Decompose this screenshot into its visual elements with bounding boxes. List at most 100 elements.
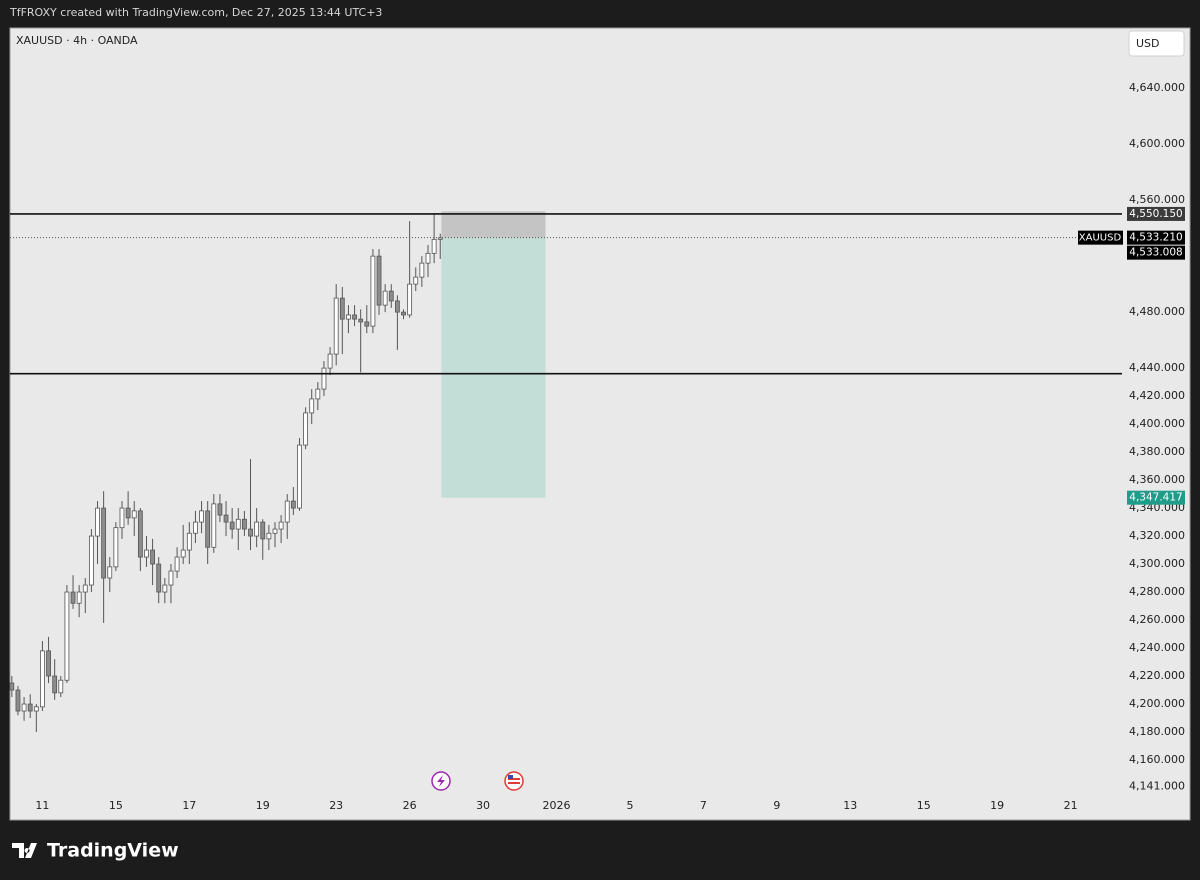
x-tick-label: 5 — [626, 799, 633, 812]
candle-body — [425, 252, 431, 264]
stop-zone — [441, 211, 546, 238]
price-tag-label: 4,533.210 — [1129, 232, 1182, 244]
currency-label[interactable]: USD — [1136, 37, 1160, 50]
candle-body — [407, 283, 413, 316]
economic-event-icon[interactable] — [504, 771, 524, 791]
candle-body — [241, 518, 247, 530]
candle-body — [346, 314, 351, 320]
candle-body — [9, 682, 15, 691]
candle-body — [156, 563, 162, 593]
price-tag-label: 4,347.417 — [1129, 492, 1182, 504]
candle-body — [162, 584, 168, 593]
x-tick-label: 26 — [403, 799, 417, 812]
candle-body — [266, 532, 272, 540]
candle-body — [382, 290, 388, 306]
x-tick-label: 30 — [476, 799, 490, 812]
x-tick-label: 17 — [182, 799, 196, 812]
event-icon[interactable] — [431, 771, 451, 791]
candle-body — [388, 290, 394, 302]
y-tick-label: 4,440.000 — [1129, 361, 1185, 374]
candle-body — [339, 297, 345, 320]
brand-name: TradingView — [47, 840, 179, 862]
y-tick-label: 4,420.000 — [1129, 389, 1185, 402]
candle-body — [223, 514, 229, 523]
x-tick-label: 19 — [990, 799, 1004, 812]
candle-body — [58, 679, 64, 694]
candle-body — [180, 549, 186, 558]
y-tick-label: 4,160.000 — [1129, 753, 1185, 766]
candle-body — [21, 703, 27, 712]
y-tick-label: 4,280.000 — [1129, 585, 1185, 598]
candle-body — [358, 318, 364, 323]
candle-body — [254, 521, 260, 537]
x-tick-label: 15 — [109, 799, 123, 812]
candle-body — [290, 500, 296, 509]
x-tick-label: 2026 — [543, 799, 571, 812]
price-tag — [1127, 490, 1185, 505]
price-tag — [1127, 245, 1185, 260]
candle-body — [15, 689, 21, 712]
y-tick-label: 4,600.000 — [1129, 137, 1185, 150]
candle-body — [27, 703, 33, 712]
candle-body — [352, 314, 357, 320]
header-text: TfFROXY created with TradingView.com, De… — [9, 6, 382, 19]
candle-body — [82, 584, 88, 593]
y-tick-label: 4,260.000 — [1129, 613, 1185, 626]
x-tick-label: 9 — [773, 799, 780, 812]
candle-body — [193, 521, 198, 534]
candle-body — [248, 528, 253, 537]
candle-body — [419, 262, 425, 278]
x-tick-label: 23 — [329, 799, 343, 812]
candle-body — [33, 706, 39, 712]
price-tag — [1127, 230, 1185, 245]
candle-body — [260, 521, 266, 540]
y-tick-label: 4,220.000 — [1129, 669, 1185, 682]
candle-body — [321, 367, 327, 390]
candle-body — [364, 321, 370, 327]
brand-logo — [12, 843, 37, 858]
candle-body — [88, 535, 94, 586]
candle-body — [327, 353, 333, 369]
candle-body — [309, 398, 315, 414]
candle-body — [211, 503, 217, 548]
price-tag-label: 4,550.150 — [1129, 208, 1182, 220]
candle-body — [217, 503, 223, 516]
candle-body — [272, 528, 278, 534]
candle-body — [131, 510, 137, 519]
x-tick-label: 13 — [843, 799, 857, 812]
candle-body — [64, 591, 70, 681]
candle-body — [235, 518, 241, 530]
y-tick-label: 4,200.000 — [1129, 697, 1185, 710]
candle-body — [186, 532, 192, 551]
candle-body — [394, 300, 400, 313]
candle-body — [431, 238, 437, 254]
candle-body — [401, 311, 406, 316]
candle-body — [297, 444, 302, 509]
candle-body — [413, 276, 419, 285]
symbol-tag-label: XAUUSD — [1079, 233, 1122, 244]
y-tick-label: 4,240.000 — [1129, 641, 1185, 654]
candle-body — [333, 297, 339, 355]
y-tick-label: 4,480.000 — [1129, 305, 1185, 318]
currency-button[interactable] — [1128, 30, 1185, 57]
candle-body — [284, 500, 290, 523]
candle-body — [125, 507, 131, 519]
candle-body — [40, 650, 45, 708]
y-tick-label: 4,320.000 — [1129, 529, 1185, 542]
symbol-tag — [1078, 230, 1123, 245]
candle-body — [199, 510, 204, 523]
target-zone — [441, 237, 546, 498]
x-tick-label: 7 — [700, 799, 707, 812]
candle-body — [278, 521, 284, 530]
candle-body — [205, 510, 211, 548]
candle-body — [70, 591, 76, 604]
candle-body — [119, 507, 125, 529]
candle-body — [315, 388, 321, 400]
y-tick-label: 4,640.000 — [1129, 81, 1185, 94]
candle-body — [101, 507, 107, 579]
candle-body — [376, 255, 382, 306]
y-tick-label: 4,400.000 — [1129, 417, 1185, 430]
candle-body — [370, 255, 376, 327]
candle-body — [229, 521, 235, 530]
